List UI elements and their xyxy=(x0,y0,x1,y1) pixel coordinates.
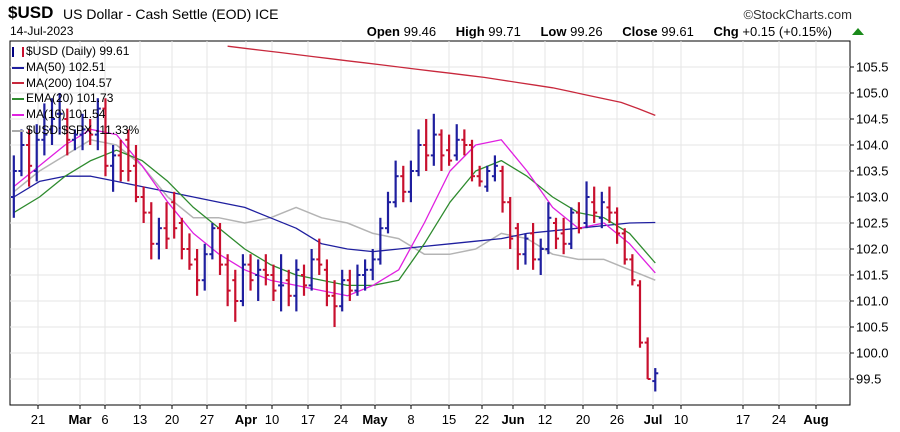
y-tick-label: 101.0 xyxy=(856,294,889,309)
ohlc-readout: Open 99.46 High 99.71 Low 99.26 Close 99… xyxy=(367,24,848,39)
open-field: Open 99.46 xyxy=(367,24,444,39)
legend-item-ema20: EMA(20) 101.73 xyxy=(12,91,139,107)
y-tick-label: 100.5 xyxy=(856,320,889,335)
y-tick-label: 102.0 xyxy=(856,242,889,257)
x-tick-label: 17 xyxy=(736,412,750,427)
up-arrow-icon xyxy=(852,28,864,35)
x-tick-label: 13 xyxy=(133,412,147,427)
legend-text-ema20: EMA(20) 101.73 xyxy=(26,91,114,106)
y-tick-label: 101.5 xyxy=(856,268,889,283)
description-text: US Dollar - Cash Settle (EOD) xyxy=(63,6,252,22)
open-value: 99.46 xyxy=(403,24,437,39)
legend-text-ma200: MA(200) 104.57 xyxy=(26,75,113,90)
close-field: Close 99.61 xyxy=(622,24,702,39)
legend-swatch-price xyxy=(12,46,24,57)
x-tick-label: 24 xyxy=(772,412,786,427)
x-tick-label: 10 xyxy=(265,412,279,427)
x-tick-label: 12 xyxy=(538,412,552,427)
symbol-title: $USD xyxy=(8,3,54,22)
chg-label: Chg xyxy=(713,24,739,39)
x-tick-label: 26 xyxy=(610,412,624,427)
x-tick-label: 20 xyxy=(165,412,179,427)
legend-item-ma50: MA(50) 102.51 xyxy=(12,60,139,76)
brand-watermark: ©StockCharts.com xyxy=(743,7,852,22)
y-tick-label: 104.5 xyxy=(856,112,889,127)
legend-swatch-ma200 xyxy=(12,82,24,85)
legend-swatch-ratio xyxy=(12,129,24,132)
low-value: 99.26 xyxy=(570,24,603,39)
legend-item-ma10: MA(10) 101.54 xyxy=(12,107,139,123)
x-tick-label: 15 xyxy=(442,412,456,427)
x-tick-label: 8 xyxy=(407,412,414,427)
x-tick-label: 21 xyxy=(31,412,45,427)
legend-text-price: $USD (Daily) 99.61 xyxy=(26,44,130,58)
close-label: Close xyxy=(622,24,658,39)
legend-item-ratio: $USD:$SPX -11.33% xyxy=(12,123,139,139)
high-value: 99.71 xyxy=(488,24,521,39)
x-tick-label: Apr xyxy=(235,412,257,427)
high-label: High xyxy=(455,24,485,39)
y-tick-label: 99.5 xyxy=(856,372,881,387)
legend-swatch-ma10 xyxy=(12,114,24,117)
y-tick-label: 104.0 xyxy=(856,138,889,153)
y-tick-label: 102.5 xyxy=(856,216,889,231)
low-label: Low xyxy=(540,24,567,39)
x-tick-label: 20 xyxy=(576,412,590,427)
x-tick-label: 6 xyxy=(101,412,108,427)
x-tick-label: 27 xyxy=(200,412,214,427)
y-tick-label: 103.0 xyxy=(856,190,889,205)
exchange-text: ICE xyxy=(255,6,279,22)
y-tick-label: 105.5 xyxy=(856,60,889,75)
symbol-description: US Dollar - Cash Settle (EOD) ICE xyxy=(63,6,279,22)
legend-swatch-ma50 xyxy=(12,66,24,69)
chart-legend: $USD (Daily) 99.61 MA(50) 102.51 MA(200)… xyxy=(12,44,139,139)
chg-field: Chg +0.15 (+0.15%) xyxy=(713,24,840,39)
legend-item-price: $USD (Daily) 99.61 xyxy=(12,44,139,60)
y-tick-label: 100.0 xyxy=(856,346,889,361)
legend-text-ratio: $USD:$SPX -11.33% xyxy=(26,122,140,137)
y-tick-label: 105.0 xyxy=(856,86,889,101)
x-tick-label: Jun xyxy=(501,412,524,427)
low-field: Low 99.26 xyxy=(540,24,610,39)
close-value: 99.61 xyxy=(661,24,694,39)
x-tick-label: Aug xyxy=(803,412,828,427)
x-tick-label: May xyxy=(362,412,388,427)
x-tick-label: 10 xyxy=(674,412,688,427)
x-tick-label: Mar xyxy=(68,412,91,427)
x-tick-label: 24 xyxy=(334,412,348,427)
open-label: Open xyxy=(366,24,400,39)
x-tick-label: Jul xyxy=(644,412,663,427)
chg-value: +0.15 (+0.15%) xyxy=(742,24,832,39)
chart-date: 14-Jul-2023 xyxy=(10,24,74,38)
legend-item-ma200: MA(200) 104.57 xyxy=(12,76,139,92)
legend-swatch-ema20 xyxy=(12,98,24,101)
x-tick-label: 22 xyxy=(475,412,489,427)
legend-text-ma10: MA(10) 101.54 xyxy=(26,107,106,122)
legend-text-ma50: MA(50) 102.51 xyxy=(26,59,106,74)
high-field: High 99.71 xyxy=(456,24,529,39)
x-tick-label: 17 xyxy=(301,412,315,427)
y-tick-label: 103.5 xyxy=(856,164,889,179)
ma200-line xyxy=(227,45,656,117)
